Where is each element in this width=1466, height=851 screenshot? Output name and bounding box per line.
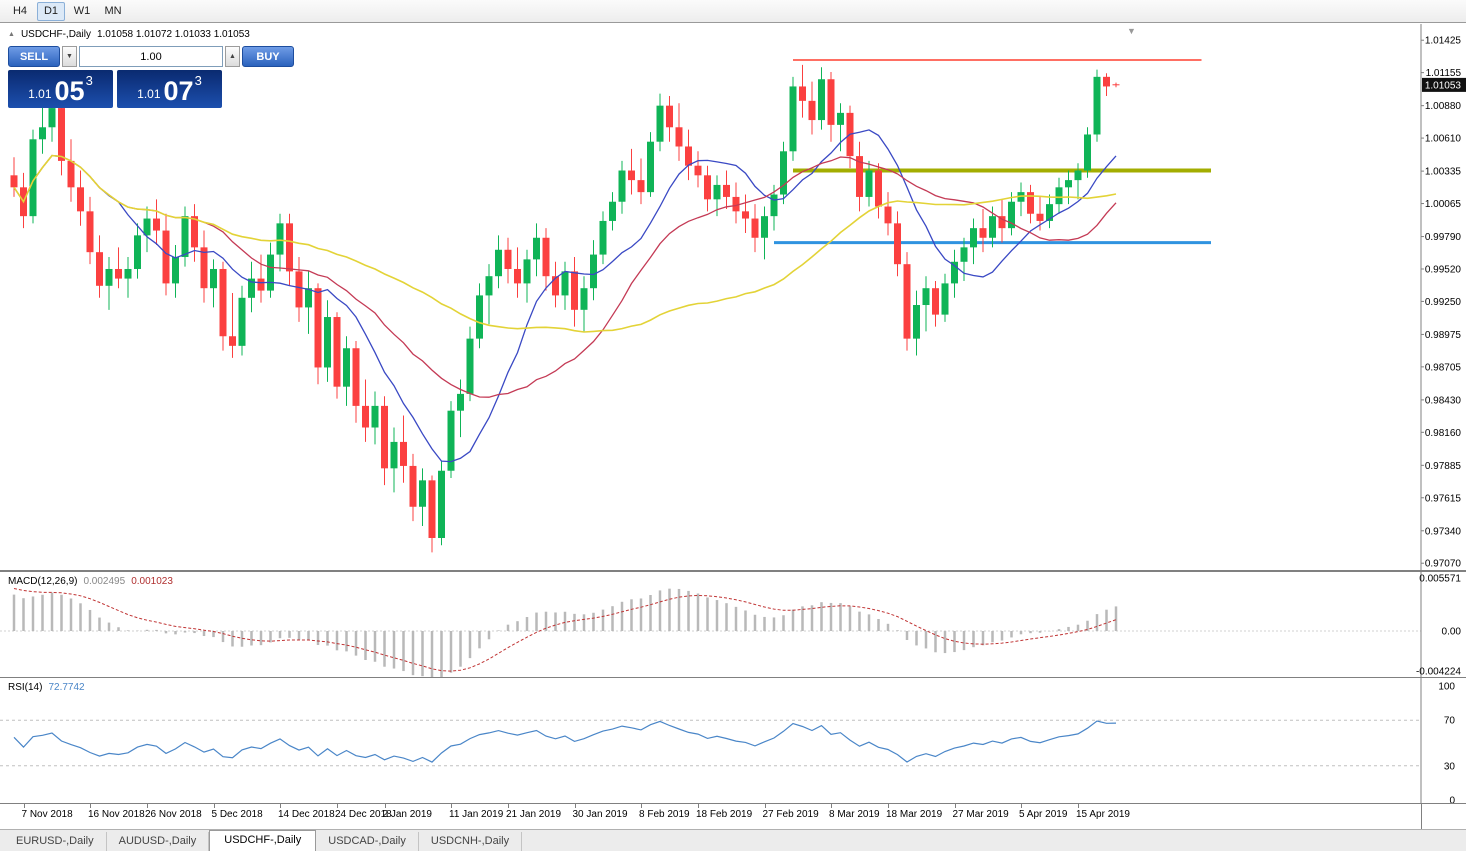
svg-text:30: 30	[1444, 761, 1456, 772]
timeframe-button-w1[interactable]: W1	[73, 5, 91, 17]
svg-text:-0.004224: -0.004224	[1416, 667, 1461, 677]
rsi-value: 72.7742	[48, 682, 85, 693]
date-axis-label: 5 Apr 2019	[1019, 809, 1068, 820]
ask-price-display: 1.01 07 3	[117, 70, 222, 108]
svg-text:1.00065: 1.00065	[1425, 199, 1462, 210]
date-axis-label: 18 Mar 2019	[886, 809, 943, 820]
date-axis-label: 30 Jan 2019	[572, 809, 628, 820]
timeframe-button-d1[interactable]: D1	[37, 1, 65, 21]
chart-symbol-title: USDCHF-,Daily	[20, 29, 91, 40]
rsi-indicator-panel[interactable]: 100 70 30 0	[0, 677, 1466, 803]
bid-price-pip-digit: 3	[85, 73, 93, 88]
timeframe-toolbar: H4 D1 W1 MN	[0, 0, 1466, 23]
date-axis-label: 18 Feb 2019	[696, 809, 753, 820]
svg-text:0.00: 0.00	[1442, 627, 1462, 638]
timeframe-button-mn[interactable]: MN	[104, 5, 122, 17]
svg-text:0.005571: 0.005571	[1419, 573, 1461, 584]
chart-tabs-bar: EURUSD-,Daily AUDUSD-,Daily USDCHF-,Dail…	[0, 829, 1466, 851]
macd-main-value: 0.002495	[83, 576, 126, 587]
svg-text:1.01053: 1.01053	[1425, 80, 1462, 91]
svg-text:0.98705: 0.98705	[1425, 362, 1462, 373]
autoscroll-marker-icon[interactable]: ▼	[1127, 26, 1136, 36]
svg-text:0.98430: 0.98430	[1425, 395, 1462, 406]
chart-ohlc-values: 1.01058 1.01072 1.01033 1.01053	[96, 29, 250, 40]
svg-text:0.97615: 0.97615	[1425, 493, 1462, 504]
date-axis-label: 2 Jan 2019	[382, 809, 433, 820]
tab-eurusd-daily[interactable]: EURUSD-,Daily	[4, 832, 107, 851]
timeframe-button-h4[interactable]: H4	[12, 5, 28, 17]
svg-text:0.97340: 0.97340	[1425, 526, 1462, 537]
date-axis-label: 21 Jan 2019	[506, 809, 562, 820]
svg-text:0.98160: 0.98160	[1425, 428, 1462, 439]
svg-text:0.97885: 0.97885	[1425, 461, 1462, 472]
macd-histogram	[12, 588, 1118, 677]
macd-label: MACD(12,26,9) 0.002495 0.001023	[8, 576, 173, 587]
current-price-tag: 1.01053	[1422, 77, 1466, 92]
date-axis-label: 15 Apr 2019	[1076, 809, 1130, 820]
svg-text:1.01425: 1.01425	[1425, 36, 1462, 47]
date-axis-label: 27 Feb 2019	[762, 809, 819, 820]
sell-button[interactable]: SELL	[8, 46, 60, 67]
svg-text:0: 0	[1449, 796, 1455, 804]
svg-text:0.98975: 0.98975	[1425, 330, 1462, 341]
date-axis-label: 27 Mar 2019	[952, 809, 1009, 820]
bid-price-big-digits: 05	[54, 76, 85, 106]
date-axis-label: 11 Jan 2019	[449, 809, 504, 820]
chart-header: ▲ USDCHF-,Daily 1.01058 1.01072 1.01033 …	[8, 29, 250, 40]
svg-text:1.00610: 1.00610	[1425, 134, 1462, 145]
date-axis[interactable]: 7 Nov 2018 16 Nov 2018 26 Nov 2018 5 Dec 20…	[0, 803, 1466, 830]
macd-axis: 0.005571 0.00 -0.004224	[1416, 571, 1461, 677]
svg-text:100: 100	[1438, 682, 1455, 693]
svg-text:1.00335: 1.00335	[1425, 167, 1462, 178]
rsi-name: RSI(14)	[8, 682, 43, 693]
collapse-panel-icon[interactable]: ▲	[8, 31, 15, 38]
macd-indicator-panel[interactable]: 0.005571 0.00 -0.004224	[0, 571, 1466, 677]
tab-usdcnh-daily[interactable]: USDCNH-,Daily	[419, 832, 523, 851]
volume-input[interactable]	[79, 46, 223, 67]
price-chart-canvas[interactable]: 1.01425 1.01155 1.00880 1.00610 1.00335 1.000…	[0, 24, 1466, 571]
one-click-trading-panel: SELL ▼ ▲ BUY 1.01 05 3 1.01 07 3	[8, 46, 294, 108]
volume-decrease-button[interactable]: ▼	[62, 46, 77, 67]
ask-price-pip-digit: 3	[194, 73, 202, 88]
svg-text:0.99250: 0.99250	[1425, 297, 1462, 308]
tab-audusd-daily[interactable]: AUDUSD-,Daily	[107, 832, 210, 851]
svg-text:70: 70	[1444, 716, 1456, 727]
ask-price-big-digits: 07	[163, 76, 194, 106]
date-axis-label: 5 Dec 2018	[211, 809, 263, 820]
svg-text:0.99790: 0.99790	[1425, 232, 1462, 243]
rsi-axis: 100 70 30 0	[1420, 677, 1456, 804]
buy-button[interactable]: BUY	[242, 46, 294, 67]
svg-text:1.00880: 1.00880	[1425, 101, 1462, 112]
date-axis-label: 8 Feb 2019	[639, 809, 690, 820]
rsi-line	[13, 720, 1117, 763]
candles	[10, 64, 1120, 553]
date-axis-label: 26 Nov 2018	[145, 809, 202, 820]
macd-signal-line	[13, 588, 1117, 672]
macd-name: MACD(12,26,9)	[8, 576, 78, 587]
volume-increase-button[interactable]: ▲	[225, 46, 240, 67]
tab-usdchf-daily[interactable]: USDCHF-,Daily	[209, 830, 317, 851]
rsi-label: RSI(14) 72.7742	[8, 682, 85, 693]
date-axis-label: 14 Dec 2018	[278, 809, 335, 820]
date-axis-label: 16 Nov 2018	[88, 809, 145, 820]
svg-text:0.97070: 0.97070	[1425, 559, 1462, 570]
date-axis-label: 8 Mar 2019	[829, 809, 880, 820]
moving-average-line-10	[13, 129, 1117, 463]
svg-text:0.99520: 0.99520	[1425, 264, 1462, 275]
price-axis: 1.01425 1.01155 1.00880 1.00610 1.00335 1.000…	[1420, 24, 1462, 571]
ask-price-prefix: 1.01	[137, 87, 161, 101]
bid-price-prefix: 1.01	[28, 87, 52, 101]
tab-usdcad-daily[interactable]: USDCAD-,Daily	[316, 832, 419, 851]
bid-price-display: 1.01 05 3	[8, 70, 113, 108]
macd-signal-value: 0.001023	[131, 576, 173, 587]
svg-text:1.01155: 1.01155	[1426, 68, 1462, 79]
date-axis-label: 7 Nov 2018	[21, 809, 73, 820]
date-axis-label: 24 Dec 2018	[335, 809, 392, 820]
moving-average-line-45	[13, 154, 1117, 333]
